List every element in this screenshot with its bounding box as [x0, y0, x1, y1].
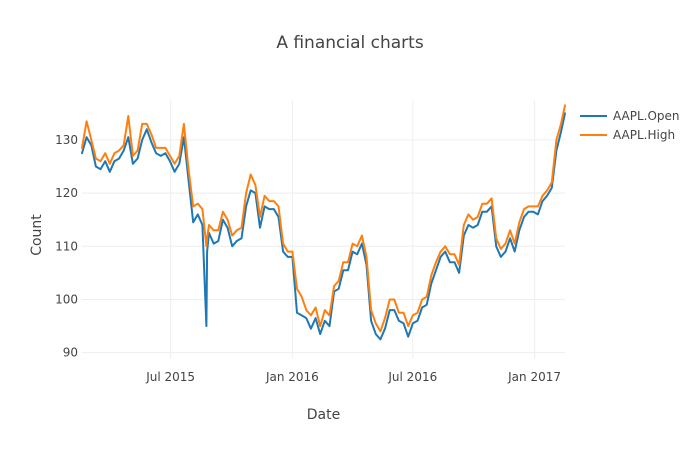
y-tick-label: 90: [63, 346, 78, 360]
chart-title: A financial charts: [276, 33, 424, 53]
legend-item-open[interactable]: AAPL.Open: [580, 106, 680, 125]
x-tick-label: Jul 2015: [145, 370, 195, 384]
x-axis-title: Date: [306, 407, 341, 423]
series-line-open: [81, 112, 566, 341]
legend-swatch-high: [580, 133, 607, 136]
legend-label-open: AAPL.Open: [613, 108, 680, 123]
legend-swatch-open: [580, 114, 607, 117]
legend-label-high: AAPL.High: [613, 127, 676, 142]
x-tick-label: Jul 2016: [387, 370, 437, 384]
y-tick-label: 110: [55, 239, 78, 253]
x-tick-label: Jan 2016: [265, 370, 319, 384]
x-tick-label: Jan 2017: [507, 370, 561, 384]
series-line-high: [81, 104, 566, 333]
legend-item-high[interactable]: AAPL.High: [580, 125, 680, 144]
y-tick-label: 120: [55, 186, 78, 200]
y-axis-title: Count: [29, 214, 45, 256]
legend[interactable]: AAPL.Open AAPL.High: [580, 106, 680, 144]
y-tick-label: 100: [55, 292, 78, 306]
y-tick-label: 130: [55, 133, 78, 147]
